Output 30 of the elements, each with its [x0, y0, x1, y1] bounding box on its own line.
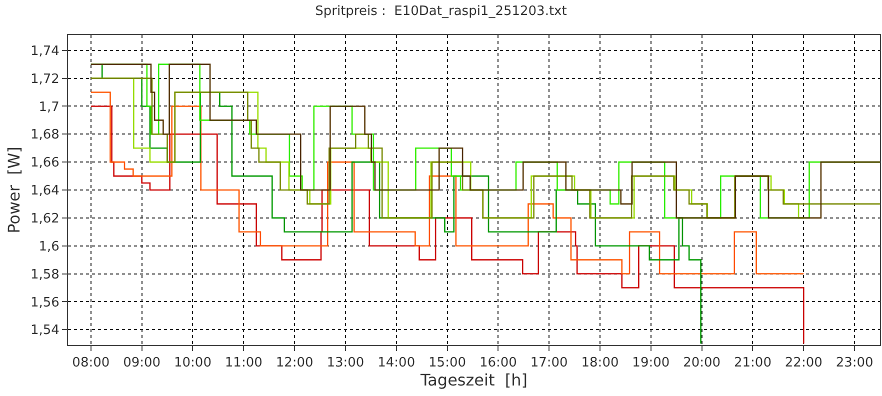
x-axis-title: Tageszeit [h]	[419, 370, 528, 390]
x-tick-label: 16:00	[479, 356, 517, 371]
x-tick-label: 08:00	[72, 356, 110, 371]
x-tick-label: 09:00	[123, 356, 161, 371]
x-tick-label: 20:00	[683, 356, 721, 371]
chart-title: Spritpreis : E10Dat_raspi1_251203.txt	[315, 4, 567, 20]
x-tick-label: 13:00	[326, 356, 364, 371]
y-tick-label: 1,56	[30, 295, 60, 310]
x-tick-label: 17:00	[530, 356, 568, 371]
x-tick-label: 12:00	[276, 356, 314, 371]
x-tick-label: 23:00	[836, 356, 874, 371]
y-tick-label: 1,72	[30, 72, 60, 87]
y-axis-title: Power [W]	[4, 146, 24, 234]
y-tick-label: 1,54	[30, 323, 60, 338]
y-tick-label: 1,66	[30, 156, 60, 171]
x-tick-label: 15:00	[428, 356, 466, 371]
x-tick-label: 18:00	[581, 356, 619, 371]
x-tick-label: 10:00	[174, 356, 212, 371]
y-tick-label: 1,58	[30, 267, 60, 282]
y-tick-label: 1,74	[30, 44, 60, 59]
y-tick-label: 1,7	[38, 100, 60, 115]
x-tick-label: 11:00	[224, 356, 262, 371]
x-tick-label: 14:00	[378, 356, 416, 371]
x-tick-label: 19:00	[632, 356, 670, 371]
x-tick-label: 21:00	[734, 356, 772, 371]
y-tick-label: 1,6	[38, 239, 60, 254]
x-tick-label: 22:00	[784, 356, 822, 371]
y-tick-label: 1,64	[30, 184, 60, 199]
y-tick-label: 1,68	[30, 128, 60, 143]
y-tick-label: 1,62	[30, 211, 60, 226]
